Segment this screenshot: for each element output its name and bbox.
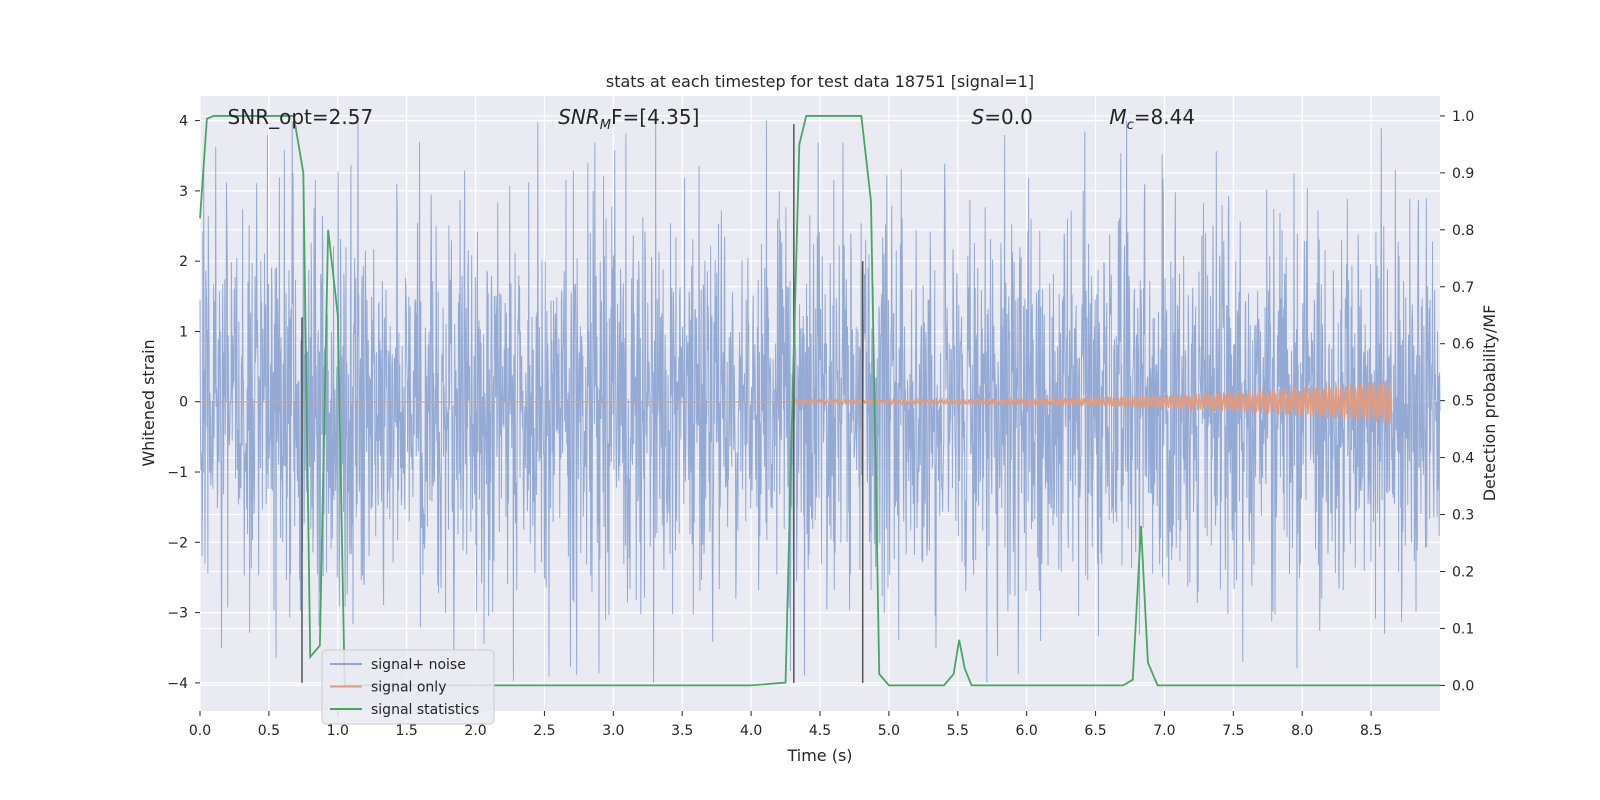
y-tick-label: −1 [167,465,188,481]
x-axis-label: Time (s) [786,746,852,765]
x-tick-label: 5.0 [878,723,900,739]
series-layer [199,115,1441,687]
x-tick-label: 6.5 [1084,723,1106,739]
y-axis-label: Whitened strain [139,339,158,466]
y2-tick-label: 0.2 [1452,564,1474,580]
series-signal-statistics-line [199,115,1440,687]
y-tick-label: 4 [179,114,188,130]
y-tick-label: 3 [179,184,188,200]
axes: 0.0 0.5 1.0 1.5 2.0 2.5 3.0 3.5 4.0 4.5 5.0 5.5 6.0 6… [167,109,1474,739]
series-signal-only-line [200,380,1393,425]
stat-annotation-main: SNR_opt=2.57 [228,105,374,129]
legend-label: signal statistics [371,702,479,718]
legend[interactable]: signal+ noise signal only signal statistic… [321,649,495,725]
y2-tick-label: 0.6 [1452,337,1474,353]
x-tick-label: 8.0 [1291,723,1313,739]
stat-annotation-value: =0.0 [984,105,1033,129]
y-tick-label: 0 [179,395,188,411]
x-tick-label: 3.5 [671,723,693,739]
y2-tick-label: 0.1 [1452,621,1474,637]
stat-annotation: S=0.0 [972,105,1033,129]
y-tick-label: 1 [179,324,188,340]
x-tick-label: 2.5 [533,723,555,739]
y2-tick-label: 1.0 [1452,109,1474,125]
chart-title: stats at each timestep for test data 187… [606,72,1034,91]
legend-label: signal only [371,680,446,696]
x-tick-label: 1.0 [327,723,349,739]
y2-tick-label: 0.9 [1452,166,1474,182]
y2-tick-label: 0.7 [1452,280,1474,296]
x-tick-label: 8.5 [1360,723,1382,739]
x-tick-label: 0.5 [258,723,280,739]
x-tick-label: 7.5 [1222,723,1244,739]
legend-label: signal+ noise [371,657,466,673]
stat-annotation: Mc=8.44 [1109,105,1195,133]
x-tick-label: 0.0 [189,723,211,739]
stat-annotation-main: SNR [558,105,600,129]
x-tick-label: 6.0 [1016,723,1038,739]
y2-tick-label: 0.8 [1452,223,1474,239]
stat-annotation-main: M [1109,105,1126,129]
x-tick-label: 4.5 [809,723,831,739]
series-signal-noise-line [199,120,1441,683]
y-tick-label: −3 [167,606,188,622]
x-tick-label: 4.0 [740,723,762,739]
annotations: SNR_opt=2.57 SNRMF=[4.35] S=0.0 Mc=8.44 [228,105,1195,133]
y-tick-label: −4 [167,676,188,692]
x-tick-label: 3.0 [602,723,624,739]
y2-tick-label: 0.4 [1452,451,1474,467]
legend-box [321,649,495,725]
y-tick-label: −2 [167,535,188,551]
stat-annotation-subscript: M [600,118,611,133]
y2-tick-label: 0.5 [1452,394,1474,410]
x-tick-label: 1.5 [396,723,418,739]
stat-annotation: SNR_opt=2.57 [228,105,374,129]
stat-annotation-value: =8.44 [1134,105,1195,129]
x-tick-label: 5.5 [947,723,969,739]
stat-annotation-main: S [972,105,985,129]
x-tick-label: 7.0 [1153,723,1175,739]
stat-annotation-value: F=[4.35] [611,105,699,129]
y-tick-label: 2 [179,254,188,270]
stat-annotation: SNRMF=[4.35] [558,105,699,133]
y2-axis-label: Detection probability/MF [1480,305,1499,502]
y2-tick-label: 0.0 [1452,678,1474,694]
y2-tick-label: 0.3 [1452,508,1474,524]
stat-annotation-subscript: c [1127,118,1134,133]
x-tick-label: 2.0 [464,723,486,739]
